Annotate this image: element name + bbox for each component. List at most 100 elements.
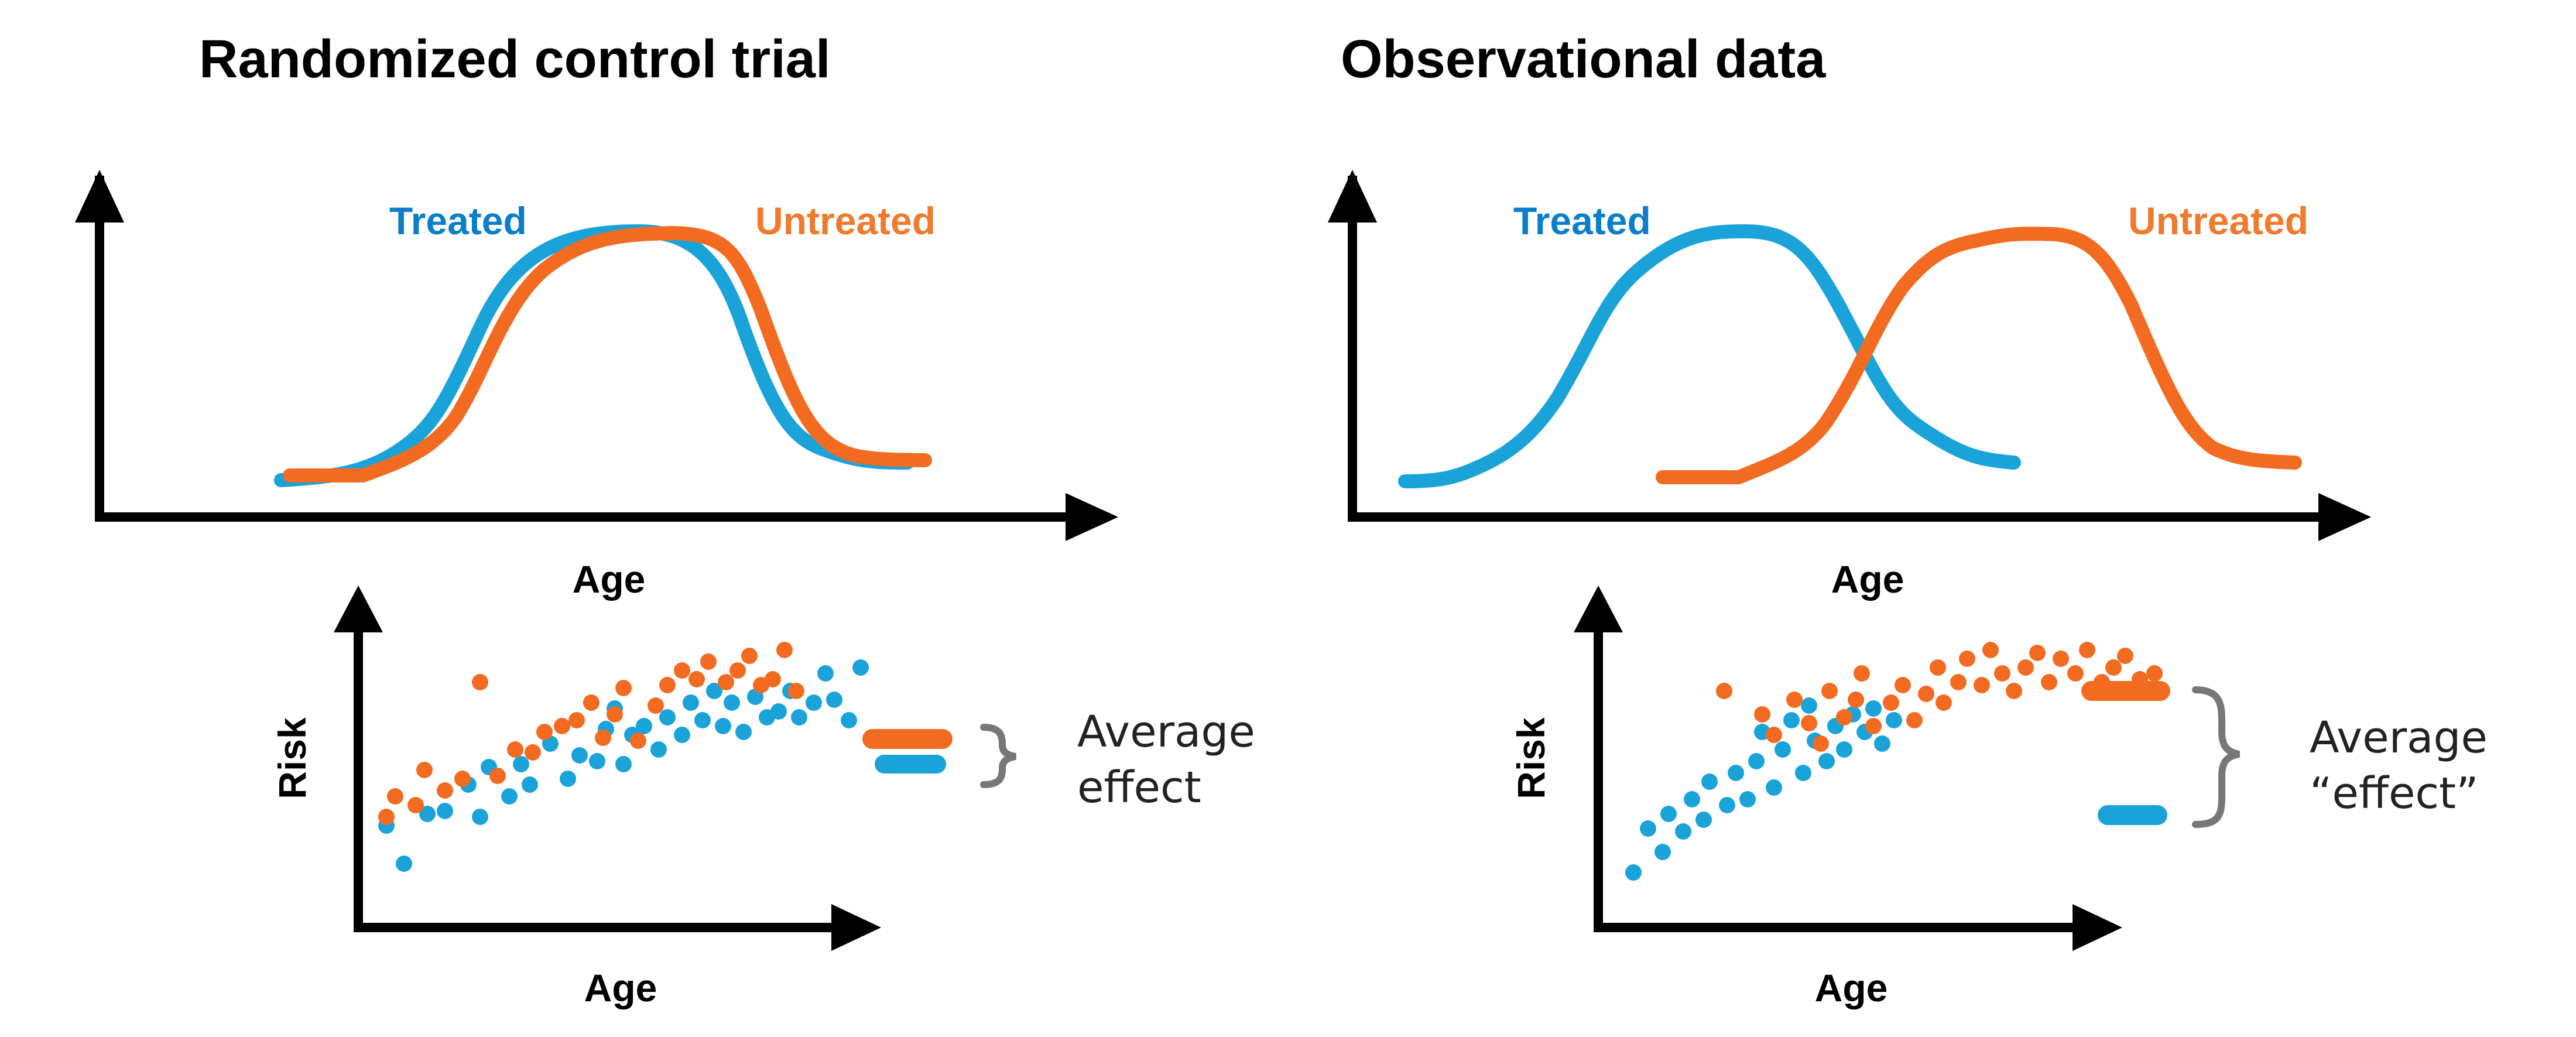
x-axis-arrowhead xyxy=(831,904,881,951)
untreated-point xyxy=(2006,683,2022,699)
treated-point xyxy=(1695,812,1712,828)
bottom-chart-axes xyxy=(1574,586,2122,951)
untreated-point xyxy=(2105,659,2122,676)
treated-point xyxy=(817,665,834,682)
untreated-point xyxy=(688,671,705,687)
treated-point xyxy=(636,718,652,734)
treated-point xyxy=(826,692,842,708)
treated-point xyxy=(1701,774,1718,790)
untreated-point xyxy=(2146,665,2163,682)
treated-point xyxy=(1728,765,1744,781)
treated-point xyxy=(589,753,605,769)
untreated-point xyxy=(1895,677,1911,693)
untreated-point xyxy=(1950,674,1967,690)
treated-point xyxy=(472,809,488,825)
bottom-chart-axes xyxy=(334,586,881,951)
scatter-points xyxy=(378,642,869,872)
untreated-point xyxy=(568,712,585,728)
treated-point xyxy=(650,741,667,758)
treated-point xyxy=(852,659,869,676)
untreated-point xyxy=(1982,642,1999,658)
treated-point xyxy=(1795,765,1811,781)
untreated-point xyxy=(507,741,523,758)
treated-point xyxy=(1675,823,1691,840)
untreated-point xyxy=(378,809,395,825)
untreated-point xyxy=(729,662,746,679)
treated-label: Treated xyxy=(389,199,527,242)
treated-point xyxy=(1775,741,1791,758)
treated-point xyxy=(1719,797,1735,813)
untreated-point xyxy=(700,653,717,670)
x-axis-arrowhead xyxy=(1066,493,1118,541)
untreated-point xyxy=(2029,645,2046,661)
treated-point xyxy=(615,756,632,772)
untreated-point xyxy=(2067,665,2084,682)
treated-curve xyxy=(1398,224,2021,488)
untreated-point xyxy=(1813,735,1829,752)
treated-point xyxy=(1865,700,1882,717)
top-chart-axes xyxy=(1328,170,2371,541)
untreated-point xyxy=(2041,674,2057,690)
annotation-line2: effect xyxy=(1077,762,1201,813)
treated-point xyxy=(1748,753,1765,769)
untreated-point xyxy=(407,797,424,813)
untreated-point xyxy=(1836,709,1852,725)
treated-point xyxy=(841,712,857,728)
untreated-point xyxy=(437,782,453,799)
untreated-point xyxy=(1754,706,1770,723)
untreated-point xyxy=(472,674,488,690)
untreated-point xyxy=(741,648,758,664)
treated-point xyxy=(1625,864,1642,881)
top-chart-xlabel: Age xyxy=(573,557,646,601)
untreated-point xyxy=(387,788,403,805)
untreated-point xyxy=(1848,692,1864,708)
untreated-label: Untreated xyxy=(755,199,936,242)
untreated-point xyxy=(788,683,804,699)
untreated-point xyxy=(776,642,793,658)
treated-point xyxy=(735,724,752,740)
bottom-chart-ylabel: Risk xyxy=(1509,717,1553,799)
untreated-point xyxy=(674,662,690,679)
y-axis-arrowhead xyxy=(334,586,383,632)
treated-point xyxy=(1836,741,1852,758)
untreated-point xyxy=(1716,683,1732,699)
treated-point xyxy=(674,727,690,743)
untreated-point xyxy=(1906,712,1923,728)
brace-icon xyxy=(980,724,1017,788)
panel-observational: Observational data Age Treated Untreated… xyxy=(1328,29,2488,1009)
treated-point xyxy=(513,756,529,772)
panel-title: Randomized control trial xyxy=(199,29,831,89)
untreated-point xyxy=(2117,648,2133,664)
untreated-point xyxy=(536,724,553,740)
untreated-point xyxy=(525,744,541,761)
untreated-point xyxy=(454,771,471,787)
untreated-point xyxy=(1974,677,1990,693)
untreated-point xyxy=(1936,694,1952,711)
untreated-point xyxy=(416,762,433,778)
untreated-point xyxy=(489,768,506,784)
untreated-point xyxy=(765,671,781,687)
y-axis-arrowhead xyxy=(1328,170,1377,223)
untreated-point xyxy=(718,674,734,690)
treated-point xyxy=(1886,712,1902,728)
bottom-chart-xlabel: Age xyxy=(584,966,657,1009)
bottom-chart-ylabel: Risk xyxy=(270,717,314,799)
treated-point xyxy=(1640,820,1656,837)
annotation-line1: Average xyxy=(2310,713,2488,763)
x-axis-arrowhead xyxy=(2073,904,2122,951)
top-chart-xlabel: Age xyxy=(1831,557,1904,601)
treated-point xyxy=(419,806,436,822)
treated-point xyxy=(1874,735,1890,752)
untreated-point xyxy=(607,706,623,723)
untreated-point xyxy=(1801,715,1817,731)
treated-point xyxy=(715,718,731,734)
treated-curve xyxy=(274,224,914,487)
treated-point xyxy=(806,694,822,711)
y-axis-arrowhead xyxy=(1574,586,1623,632)
annotation-line2: “effect” xyxy=(2310,768,2478,819)
panel-title: Observational data xyxy=(1341,29,1826,89)
untreated-point xyxy=(1994,665,2010,682)
treated-point xyxy=(560,771,576,787)
untreated-point xyxy=(1766,727,1782,743)
untreated-point xyxy=(659,677,676,693)
